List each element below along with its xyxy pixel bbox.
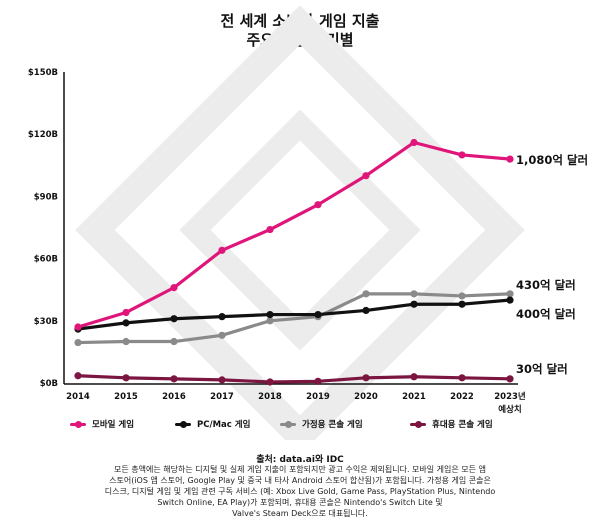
- data-point-mobile: [506, 155, 514, 163]
- data-point-mobile: [410, 138, 418, 147]
- legend-swatch-mobile: [70, 420, 86, 428]
- end-label-pc: 400억 달러: [516, 307, 576, 321]
- data-point-console: [266, 317, 274, 325]
- legend-item-console: 가정용 콘솔 게임: [280, 418, 363, 430]
- data-point-mobile: [74, 323, 82, 331]
- data-point-handheld: [218, 376, 226, 384]
- footnote: 모든 총액에는 해당하는 디지털 및 실제 게임 지출이 포함되지만 광고 수익…: [40, 464, 560, 519]
- series-layer: [74, 138, 514, 386]
- end-label-mobile: 1,080억 달러: [516, 153, 588, 167]
- watermark-outer: [75, 5, 525, 440]
- x-tick-label: 2019: [306, 392, 330, 402]
- data-point-mobile: [122, 308, 130, 317]
- data-point-pc: [122, 319, 130, 327]
- data-point-handheld: [314, 377, 322, 385]
- footnote-line: Switch Online, EA Play)가 포함되며, 휴대용 콘솔은 N…: [157, 498, 443, 507]
- data-point-mobile: [314, 201, 322, 209]
- legend-item-handheld: 휴대용 콘솔 게임: [410, 418, 493, 430]
- data-point-console: [506, 290, 514, 298]
- data-point-pc: [266, 310, 274, 319]
- y-tick-label: $60B: [34, 255, 58, 265]
- y-tick-label: $90B: [34, 192, 58, 202]
- chart-legend: 모바일 게임 PC/Mac 게임 가정용 콘솔 게임 휴대용 콘솔 게임: [70, 418, 590, 432]
- data-point-console: [122, 337, 130, 346]
- legend-swatch-console: [280, 420, 296, 428]
- x-tick-label: 2021: [402, 392, 426, 402]
- end-label-handheld: 30억 달러: [516, 362, 568, 376]
- data-point-console: [458, 292, 466, 300]
- y-tick-label: $120B: [28, 130, 58, 140]
- line-chart: $0B $30B $60B $90B $120B $150B 2014 2015 2016 201…: [28, 5, 588, 440]
- x-tick-label: 2022: [450, 392, 474, 402]
- data-point-mobile: [458, 151, 466, 159]
- series-line-pc: [76, 298, 512, 331]
- data-point-console: [362, 290, 370, 298]
- data-point-handheld: [506, 375, 514, 383]
- data-point-pc: [362, 306, 370, 315]
- legend-label-pc: PC/Mac 게임: [197, 420, 251, 430]
- y-tick-label: $0B: [40, 379, 58, 389]
- series-line-mobile: [76, 140, 512, 329]
- watermark-diamond-icon: [75, 5, 525, 440]
- data-point-handheld: [74, 372, 82, 380]
- data-point-pc: [170, 315, 178, 323]
- end-label-console: 430억 달러: [516, 278, 576, 292]
- data-point-handheld: [266, 378, 274, 386]
- y-tick-label: $150B: [28, 68, 58, 78]
- legend-item-mobile: 모바일 게임: [70, 418, 134, 430]
- series-line-console: [76, 292, 512, 345]
- data-point-console: [170, 337, 178, 346]
- data-point-mobile: [218, 246, 226, 254]
- data-point-console: [74, 338, 82, 347]
- x-tick-label: 2015: [114, 392, 138, 402]
- legend-swatch-pc: [175, 420, 191, 428]
- data-point-pc: [458, 300, 466, 308]
- source-note: 출처: data.ai와 IDC: [256, 455, 344, 465]
- data-point-handheld: [362, 374, 370, 382]
- labels-layer: 1,080억 달러 400억 달러 430억 달러 30억 달러: [516, 153, 588, 376]
- legend-label-mobile: 모바일 게임: [92, 420, 135, 430]
- x-tick-label: 2017: [210, 392, 234, 402]
- series-line-handheld: [76, 374, 512, 384]
- data-point-pc: [410, 300, 418, 308]
- data-point-mobile: [362, 172, 370, 180]
- x-tick-label: 2018: [258, 392, 282, 402]
- data-point-pc: [218, 313, 226, 321]
- footnote-line: 디스크, 디지털 게임 및 게임 관련 구독 서비스 (예: Xbox Live…: [104, 487, 496, 496]
- watermark-inner: [179, 109, 421, 351]
- data-point-handheld: [122, 374, 130, 382]
- data-point-console: [410, 290, 418, 298]
- data-point-console: [218, 331, 226, 339]
- chart-axes: $0B $30B $60B $90B $120B $150B 2014 2015 2016 201…: [28, 68, 526, 415]
- x-tick-label: 2023년: [494, 391, 526, 402]
- x-tick-label: 2020: [354, 392, 378, 402]
- data-point-pc: [506, 296, 514, 304]
- data-point-handheld: [170, 375, 178, 383]
- data-point-handheld: [458, 374, 466, 382]
- data-point-mobile: [266, 225, 274, 234]
- y-tick-label: $30B: [34, 317, 58, 327]
- legend-label-console: 가정용 콘솔 게임: [302, 420, 363, 430]
- data-point-handheld: [410, 373, 418, 381]
- x-tick-label: 2014: [66, 392, 90, 402]
- legend-label-handheld: 휴대용 콘솔 게임: [432, 420, 493, 430]
- footnote-line: 모든 총액에는 해당하는 디지털 및 실제 게임 지출이 포함되지만 광고 수익…: [114, 465, 486, 474]
- legend-item-pc: PC/Mac 게임: [175, 418, 250, 430]
- x-tick-sublabel: 예상치: [498, 404, 521, 415]
- footnote-line: 스토어(iOS 앱 스토어, Google Play 및 중국 내 타사 And…: [109, 476, 491, 485]
- data-point-pc: [314, 310, 322, 319]
- footnote-line: Valve's Steam Deck으로 대표됩니다.: [232, 509, 368, 518]
- legend-swatch-handheld: [410, 420, 426, 428]
- data-point-mobile: [170, 284, 178, 292]
- x-tick-label: 2016: [162, 392, 186, 402]
